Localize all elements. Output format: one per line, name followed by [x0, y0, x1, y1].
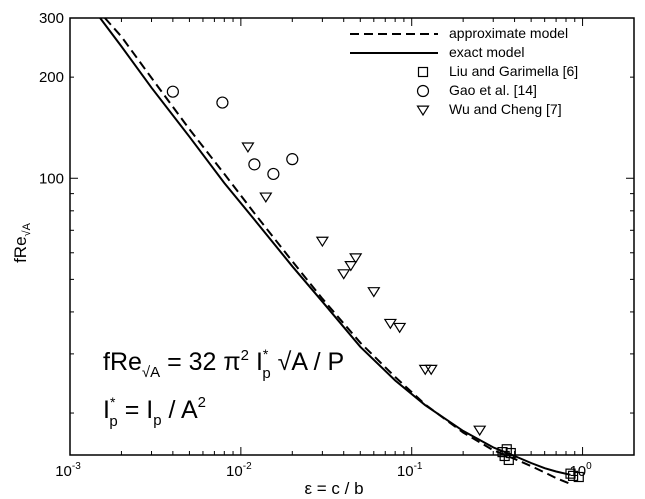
formula-1-part-4: I [249, 348, 263, 376]
formula-1-part-0: fRe [103, 348, 142, 376]
series-2 [497, 444, 584, 483]
legend-item: Gao et al. [14] [416, 82, 537, 98]
x-tick-label: 10-2 [226, 461, 252, 480]
data-point [349, 253, 363, 264]
formula-2-part-5: / A [162, 396, 198, 424]
data-point [573, 471, 584, 483]
data-point [505, 447, 516, 459]
data-point [259, 192, 273, 203]
y-tick-label: 100 [39, 170, 64, 187]
formula-2: I* p = Ip / A2 [103, 394, 206, 430]
data-point [383, 318, 397, 330]
formula-2-part-2: p [109, 413, 117, 430]
series-0 [104, 17, 571, 485]
y-tick-label: 200 [39, 69, 64, 86]
formula-2-part-1: * [110, 394, 116, 410]
data-point [286, 153, 299, 166]
data-point [424, 364, 438, 376]
x-tick-label: 10-1 [397, 461, 423, 480]
series-4 [241, 142, 487, 437]
data-point [567, 470, 579, 481]
x-axis-label: ε = c / b [304, 479, 363, 498]
data-point [267, 167, 280, 181]
legend-swatch [416, 105, 430, 117]
data-point [393, 322, 407, 334]
data-point [344, 261, 358, 272]
data-point [337, 269, 351, 280]
legend-item: Liu and Garimella [6] [417, 63, 578, 79]
legend-label: exact model [449, 44, 524, 60]
legend: approximate model exact model Liu and Gari… [350, 25, 578, 117]
y-axis-label-main: fRe [11, 236, 30, 262]
data-point [216, 96, 229, 109]
formula-2-part-3: = I [118, 396, 153, 424]
legend-swatch [417, 66, 429, 78]
data-point [367, 287, 381, 298]
formula-2-part-0: I [103, 396, 110, 424]
legend-label: Gao et al. [14] [449, 82, 537, 98]
data-point [473, 425, 487, 437]
legend-item: Wu and Cheng [7] [416, 101, 562, 117]
x-tick-label: 10-3 [55, 461, 81, 480]
series-3 [166, 85, 299, 181]
x-tick-label: 100 [569, 461, 592, 480]
plot-area [99, 17, 584, 485]
formula-1-part-5: * [263, 346, 269, 362]
legend-item: exact model [350, 44, 524, 60]
formula-1: fRe√A = 32 π2 I* p √A / P [103, 346, 344, 382]
y-axis-label: fRe√A [11, 222, 33, 263]
y-tick-label: 300 [39, 10, 64, 27]
legend-label: Liu and Garimella [6] [449, 63, 578, 79]
formula-2-part-4: p [153, 412, 161, 429]
formula-1-part-1: √A [142, 364, 160, 381]
formula-1-part-6: p [262, 365, 270, 382]
data-point [248, 158, 261, 171]
legend-label: Wu and Cheng [7] [449, 101, 562, 117]
legend-label: approximate model [449, 25, 568, 41]
tick-labels: 10-3 10-2 10-1 100 300 200 100 [39, 10, 592, 480]
data-point [241, 142, 255, 153]
formula-2-part-6: 2 [198, 394, 206, 411]
legend-swatch [416, 84, 430, 98]
plot-frame [69, 17, 635, 456]
formula-1-part-3: 2 [241, 347, 249, 364]
formula-1-part-2: = 32 π [160, 348, 241, 376]
y-axis-label-sub: √A [21, 222, 33, 236]
series-1 [99, 17, 571, 476]
series-line-0 [104, 17, 571, 485]
data-point [166, 85, 179, 98]
data-point [315, 236, 329, 248]
formula-1-part-7: √A / P [271, 348, 344, 376]
series-line-1 [99, 17, 571, 476]
data-point [565, 468, 576, 479]
legend-item: approximate model [350, 25, 568, 41]
